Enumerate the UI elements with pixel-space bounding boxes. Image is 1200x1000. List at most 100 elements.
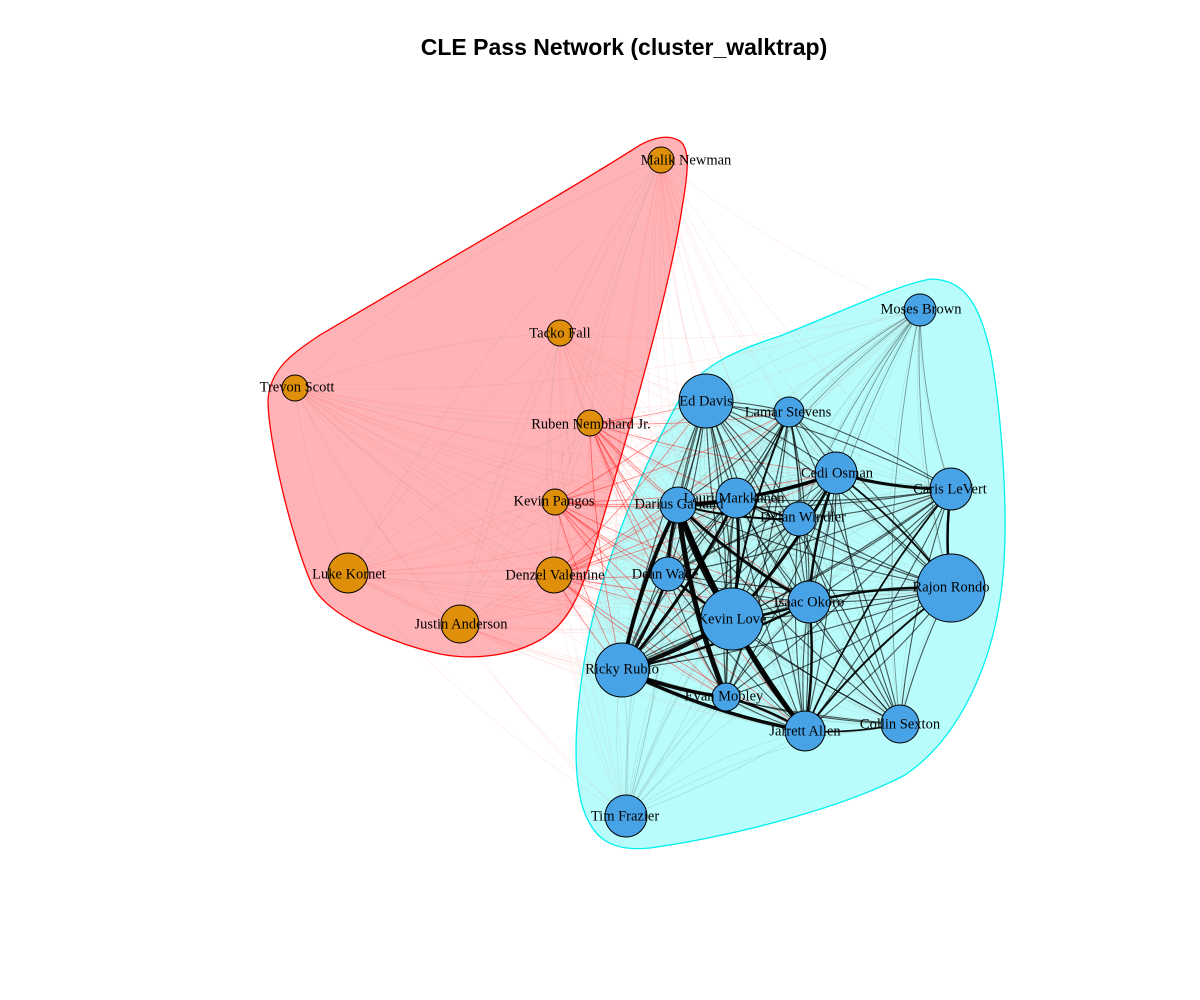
edge <box>553 574 727 698</box>
edge <box>559 332 952 589</box>
edge <box>294 387 555 576</box>
node-isaac-okoro <box>787 580 831 624</box>
edge <box>625 730 806 817</box>
node-collin-sexton <box>880 704 920 744</box>
edge <box>553 497 737 576</box>
edge <box>804 488 952 732</box>
edge <box>554 159 662 503</box>
edge <box>589 159 662 424</box>
edge <box>835 309 921 474</box>
edge <box>625 587 952 817</box>
edge <box>589 422 800 520</box>
edge <box>589 422 623 671</box>
edge <box>625 309 921 817</box>
edge <box>735 497 806 732</box>
node-label: Lauri Markkanen <box>683 490 785 506</box>
edge <box>735 309 921 499</box>
edge <box>625 504 679 817</box>
edge <box>347 572 733 621</box>
edge <box>705 400 729 698</box>
edge <box>788 309 921 413</box>
edge <box>788 411 809 732</box>
edge <box>559 332 679 506</box>
edge <box>589 422 810 603</box>
edge <box>919 309 952 490</box>
edge <box>589 422 952 589</box>
edge <box>554 411 790 503</box>
edge <box>559 332 669 575</box>
node-label: Collin Sexton <box>860 716 941 732</box>
edge <box>347 309 921 574</box>
edge <box>459 159 662 625</box>
edge <box>553 518 800 576</box>
edge <box>660 159 806 732</box>
edge <box>660 159 952 490</box>
node-trevon-scott <box>281 374 309 402</box>
node-labels: Malik Newman Tacko Fall Trevon Scott Ruben … <box>260 152 990 824</box>
edge <box>347 422 591 574</box>
edge <box>794 518 806 732</box>
edge <box>589 422 901 725</box>
edge <box>347 572 623 671</box>
edge <box>589 422 837 474</box>
node-label: Jarrett Allen <box>769 723 841 739</box>
node-label: Tim Frazier <box>591 808 660 824</box>
node-kevin-pangos <box>541 488 569 516</box>
node-label: Moses Brown <box>881 301 963 317</box>
edge <box>660 159 790 413</box>
node-label: Justin Anderson <box>414 616 508 632</box>
edge <box>459 400 707 625</box>
edge <box>294 387 623 671</box>
edge <box>459 623 901 725</box>
node-label: Trevon Scott <box>260 379 335 395</box>
edge <box>459 518 800 625</box>
edge <box>887 309 921 725</box>
node-label: Evan Mobley <box>685 688 764 704</box>
node-jarrett-allen <box>784 710 826 752</box>
edge <box>553 574 727 698</box>
edge <box>347 504 679 574</box>
edge <box>808 488 952 603</box>
edge <box>347 572 806 732</box>
edge <box>347 572 669 587</box>
edge <box>675 502 729 700</box>
node-label: Caris LeVert <box>913 481 987 497</box>
edge <box>347 572 555 583</box>
edge <box>294 387 556 503</box>
edge <box>699 400 727 698</box>
node-label: Kevin Love <box>698 611 767 627</box>
edge <box>459 422 591 625</box>
node-dylan-windler <box>781 501 817 537</box>
edge <box>459 601 810 630</box>
edge <box>788 309 921 413</box>
node-darius-garland <box>659 486 697 524</box>
edge <box>621 400 707 671</box>
edge <box>621 472 837 671</box>
edge <box>808 309 921 603</box>
edge <box>621 518 800 671</box>
edge <box>294 309 921 390</box>
node-label: Ricky Rubio <box>585 661 659 677</box>
node-label: Ruben Nembhard Jr. <box>531 416 651 432</box>
node-moses-brown <box>903 293 937 327</box>
edge <box>559 332 627 817</box>
edge <box>553 574 627 817</box>
edge <box>347 572 627 817</box>
node-label: Dean Wade <box>632 566 699 582</box>
edge <box>554 501 727 698</box>
edge <box>788 411 901 725</box>
edge <box>459 623 627 817</box>
edge <box>625 400 707 817</box>
edge <box>621 400 707 671</box>
edge <box>654 159 679 506</box>
edge <box>546 332 561 576</box>
edge <box>625 601 810 817</box>
node-justin-anderson <box>440 604 480 644</box>
edge <box>459 332 561 625</box>
node-rajon-rondo <box>916 553 986 623</box>
node-denzel-valentine <box>535 556 573 594</box>
edge <box>808 488 952 603</box>
edge <box>808 309 921 603</box>
node-evan-mobley <box>711 682 741 712</box>
node-tacko-fall <box>546 319 574 347</box>
